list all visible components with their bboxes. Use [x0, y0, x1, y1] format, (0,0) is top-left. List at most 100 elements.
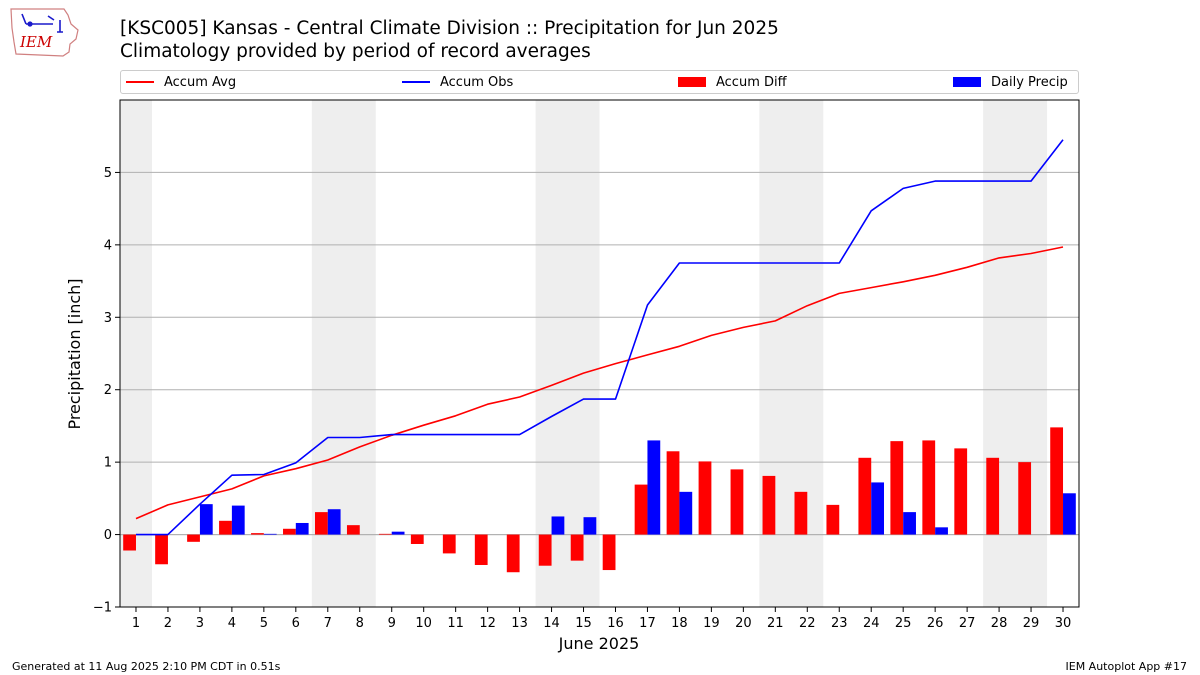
- x-tick-label: 25: [895, 616, 912, 631]
- station-dot-icon: [27, 21, 33, 27]
- logo-text: IEM: [19, 33, 53, 51]
- iem-logo: IEM: [10, 8, 79, 57]
- accum-diff-bar: [634, 484, 648, 535]
- accum-diff-bar: [410, 534, 424, 544]
- daily-precip-bar: [327, 509, 341, 535]
- gridlines: [120, 171, 1079, 536]
- accum-diff-bar: [826, 504, 840, 535]
- daily-precip-bar: [199, 504, 213, 535]
- accum-diff-bar: [1018, 462, 1032, 535]
- accum-diff-bar: [570, 534, 584, 561]
- accum-diff-bar: [730, 469, 744, 535]
- accum-diff-bar: [474, 534, 488, 565]
- x-tick-label: 8: [356, 616, 364, 631]
- chart-title: [KSC005] Kansas - Central Climate Divisi…: [120, 18, 779, 39]
- x-tick-label: 9: [388, 616, 396, 631]
- accum-diff-bar: [922, 440, 936, 535]
- legend-swatch-accum-diff: [678, 77, 706, 87]
- legend-item-accum-diff: Accum Diff: [678, 71, 787, 93]
- legend-label-accum-obs: Accum Obs: [440, 74, 514, 90]
- y-tick-label: 2: [104, 383, 112, 398]
- x-tick-label: 30: [1055, 616, 1072, 631]
- chart-subtitle: Climatology provided by period of record…: [120, 41, 591, 62]
- accum-diff-bar: [698, 461, 712, 535]
- y-axis-ticks: −1 0 1 2 3 4 5: [93, 166, 120, 616]
- daily-precip-bar: [1063, 493, 1076, 535]
- y-tick-label: 0: [104, 528, 112, 543]
- legend-item-accum-obs: Accum Obs: [402, 71, 513, 93]
- daily-precip-bar: [263, 533, 277, 535]
- accum-diff-bar: [858, 457, 872, 535]
- accum-diff-bar: [123, 534, 136, 551]
- accum-diff-bar: [155, 534, 168, 565]
- y-tick-label: −1: [93, 601, 112, 616]
- x-tick-label: 15: [575, 616, 592, 631]
- accum-diff-bar: [954, 448, 968, 535]
- accum-diff-bar: [794, 491, 808, 535]
- accum-diff-bar: [187, 534, 200, 542]
- daily-precip-bar: [647, 440, 661, 535]
- x-tick-label: 27: [959, 616, 976, 631]
- x-tick-label: 10: [415, 616, 432, 631]
- daily-precip-bar: [391, 531, 405, 535]
- x-axis-label: June 2025: [558, 634, 640, 653]
- x-tick-label: 21: [767, 616, 784, 631]
- legend-swatch-accum-avg: [126, 81, 154, 83]
- x-tick-label: 13: [511, 616, 528, 631]
- accum-diff-bar: [762, 475, 776, 535]
- x-tick-label: 12: [479, 616, 496, 631]
- autoplot-app-label: IEM Autoplot App #17: [1065, 660, 1188, 673]
- bars: [123, 427, 1076, 573]
- accum-diff-bar: [442, 534, 456, 554]
- weather-station-icon: [21, 13, 63, 33]
- x-tick-label: 11: [447, 616, 464, 631]
- accum-avg-line: [135, 246, 1064, 520]
- legend-swatch-accum-obs: [402, 81, 430, 83]
- legend-item-accum-avg: Accum Avg: [126, 71, 236, 93]
- legend-swatch-daily-precip: [953, 77, 981, 87]
- x-tick-label: 24: [863, 616, 880, 631]
- legend-item-daily-precip: Daily Precip: [953, 71, 1068, 93]
- generated-timestamp: Generated at 11 Aug 2025 2:10 PM CDT in …: [12, 660, 281, 673]
- daily-precip-bar: [583, 517, 597, 535]
- x-tick-label: 17: [639, 616, 656, 631]
- accum-diff-bar: [346, 525, 360, 535]
- x-tick-label: 22: [799, 616, 816, 631]
- x-tick-label: 5: [260, 616, 268, 631]
- accum-diff-bar: [219, 520, 232, 535]
- x-tick-label: 23: [831, 616, 848, 631]
- accum-diff-bar: [602, 534, 616, 571]
- x-tick-label: 6: [292, 616, 300, 631]
- chart-legend: Accum Avg Accum Obs Accum Diff Daily Pre…: [120, 70, 1079, 94]
- x-tick-label: 16: [607, 616, 624, 631]
- x-tick-label: 29: [1023, 616, 1040, 631]
- accum-diff-bar: [314, 512, 328, 535]
- accum-diff-bar: [986, 457, 1000, 535]
- legend-label-accum-diff: Accum Diff: [716, 74, 787, 90]
- y-tick-label: 1: [104, 456, 112, 471]
- x-tick-label: 18: [671, 616, 688, 631]
- daily-precip-bar: [231, 505, 245, 535]
- daily-precip-bar: [679, 491, 693, 535]
- weekend-shade-0: [120, 100, 152, 607]
- accum-diff-bar: [283, 528, 296, 535]
- x-tick-label: 2: [164, 616, 172, 631]
- x-tick-label: 19: [703, 616, 720, 631]
- legend-label-accum-avg: Accum Avg: [164, 74, 237, 90]
- daily-precip-bar: [295, 522, 309, 535]
- daily-precip-bar: [871, 482, 885, 535]
- x-axis-ticks: 1 2 3 4 5 6 7 8 9 10 11 12 13 14 15 16 17 18 19 20 21 22 23 24 2…: [132, 607, 1071, 631]
- lines: [135, 139, 1064, 536]
- x-tick-label: 3: [196, 616, 204, 631]
- accum-diff-bar: [890, 441, 904, 535]
- accum-diff-bar: [538, 534, 552, 566]
- accum-diff-bar: [666, 451, 680, 535]
- x-tick-label: 4: [228, 616, 236, 631]
- daily-precip-bar: [903, 512, 916, 535]
- accum-obs-line: [136, 139, 1064, 536]
- x-tick-label: 14: [543, 616, 560, 631]
- accum-diff-bar: [251, 533, 264, 535]
- accum-diff-bar: [506, 534, 520, 573]
- accum-diff-bar: [1050, 427, 1064, 535]
